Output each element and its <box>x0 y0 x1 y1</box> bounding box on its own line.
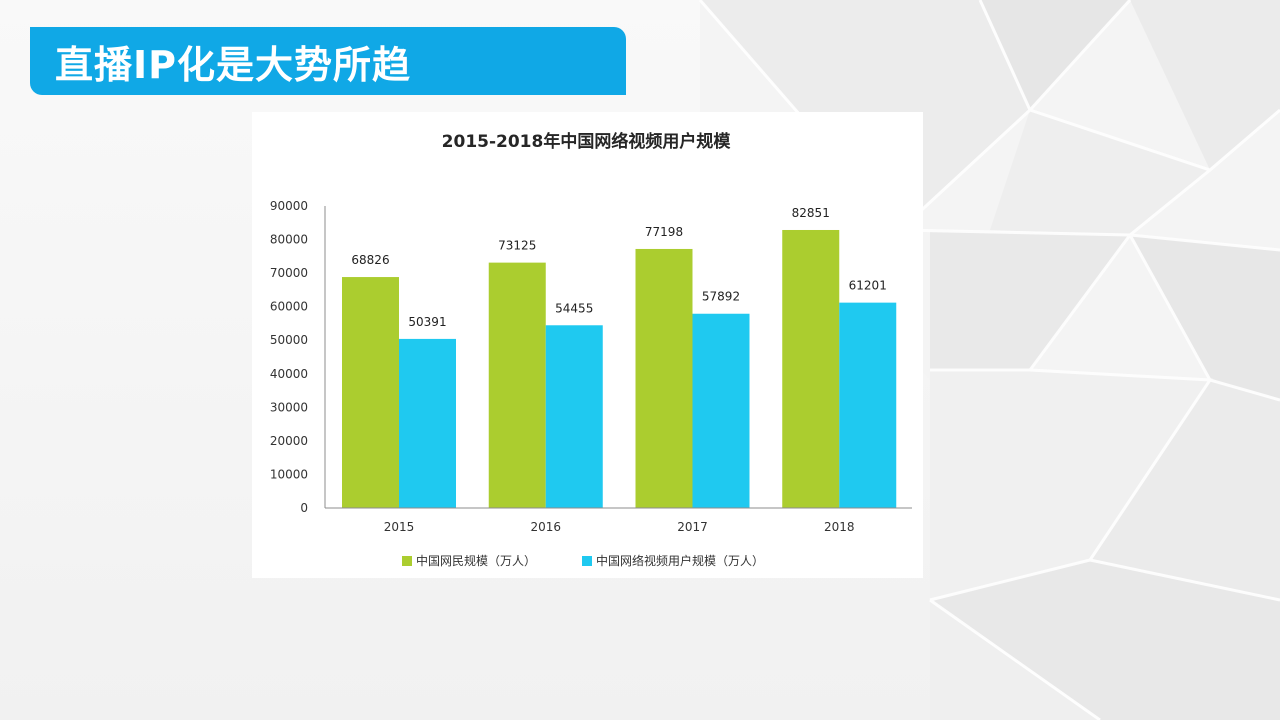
y-tick-label: 80000 <box>270 233 308 247</box>
data-label: 54455 <box>555 301 593 315</box>
y-tick-label: 60000 <box>270 300 308 314</box>
x-axis-ticks: 2015 2016 2017 2018 <box>384 520 855 534</box>
x-tick-label: 2017 <box>677 520 708 534</box>
legend-label-0: 中国网民规模（万人） <box>416 553 536 568</box>
x-tick-label: 2018 <box>824 520 855 534</box>
bars <box>342 229 897 508</box>
data-labels: 68826 50391 73125 54455 77198 57892 82851 61201 <box>351 206 886 329</box>
data-label: 61201 <box>849 279 887 293</box>
data-label: 73125 <box>498 239 536 253</box>
bar-2015-series-0 <box>342 277 399 508</box>
bar-chart: 2015-2018年中国网络视频用户规模 0 10000 20000 30000 400… <box>270 131 912 568</box>
bar-2017-series-1 <box>692 313 750 508</box>
bar-2015-series-1 <box>399 338 456 508</box>
bar-2016-series-1 <box>545 325 603 508</box>
y-tick-label: 70000 <box>270 266 308 280</box>
x-tick-label: 2016 <box>530 520 561 534</box>
data-label: 68826 <box>351 253 389 267</box>
data-label: 50391 <box>408 315 446 329</box>
bar-2018-series-0 <box>782 229 840 508</box>
y-tick-label: 10000 <box>270 467 308 481</box>
data-label: 82851 <box>792 206 830 220</box>
chart-card: 2015-2018年中国网络视频用户规模 0 10000 20000 30000 400… <box>252 112 923 578</box>
legend: 中国网民规模（万人） 中国网络视频用户规模（万人） <box>402 553 764 568</box>
y-tick-label: 40000 <box>270 367 308 381</box>
data-label: 57892 <box>702 290 740 304</box>
chart-title: 2015-2018年中国网络视频用户规模 <box>442 131 732 152</box>
y-axis-ticks: 0 10000 20000 30000 40000 50000 60000 70000 8000… <box>270 199 308 515</box>
title-banner: 直播IP化是大势所趋 <box>30 27 626 95</box>
x-tick-label: 2015 <box>384 520 415 534</box>
slide-title: 直播IP化是大势所趋 <box>55 42 411 87</box>
bar-2018-series-1 <box>839 302 897 508</box>
y-tick-label: 20000 <box>270 434 308 448</box>
y-tick-label: 50000 <box>270 333 308 347</box>
bar-2016-series-0 <box>488 262 546 508</box>
y-tick-label: 30000 <box>270 400 308 414</box>
legend-swatch-0 <box>402 556 412 566</box>
y-tick-label: 90000 <box>270 199 308 213</box>
y-tick-label: 0 <box>300 501 308 515</box>
legend-swatch-1 <box>582 556 592 566</box>
legend-label-1: 中国网络视频用户规模（万人） <box>596 553 764 568</box>
bar-2017-series-0 <box>635 248 693 508</box>
data-label: 77198 <box>645 225 683 239</box>
